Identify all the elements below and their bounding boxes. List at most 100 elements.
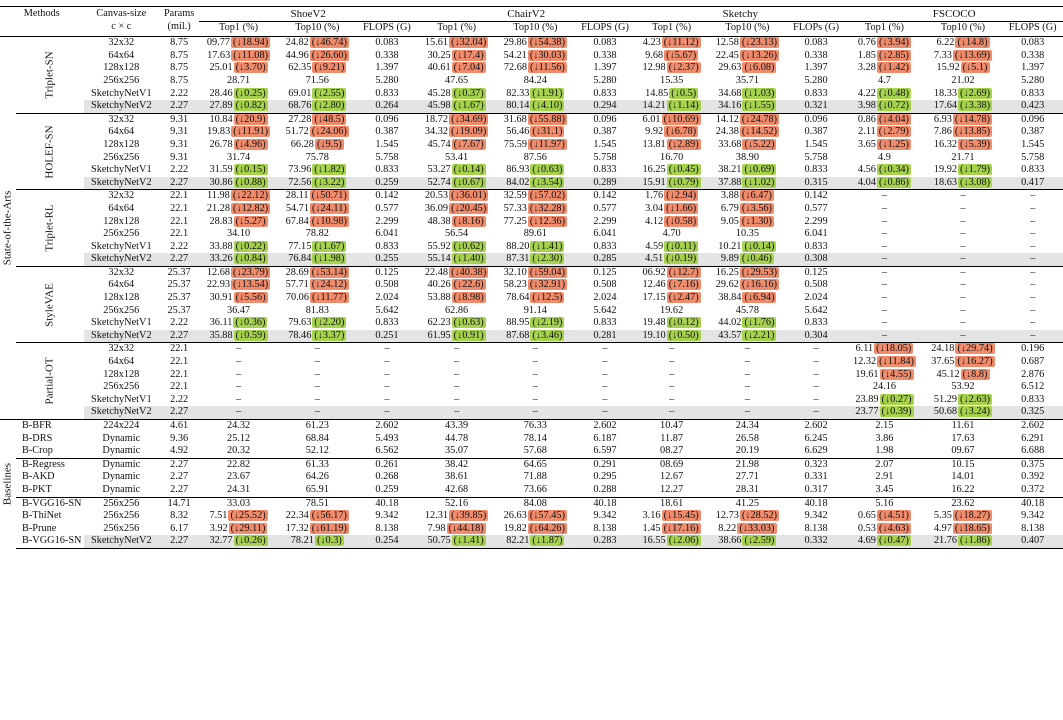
shoev2-flops-header: FLOPS (G) <box>356 21 418 38</box>
metric-value: 22.93 <box>206 279 231 291</box>
metric-value: 0.096 <box>1021 113 1045 125</box>
metric-cell: 56.54 <box>417 228 496 241</box>
metric-value: 86.93 <box>506 164 530 176</box>
metric-cell: 6.01 (↓10.69) <box>635 112 709 127</box>
drop-badge-red: (↓3.94) <box>876 37 911 49</box>
metric-value: 28.31 <box>735 483 759 495</box>
metric-value: – <box>1030 253 1036 265</box>
metric-cell: 2.602 <box>574 418 636 433</box>
metric-value: 24.38 <box>715 126 739 138</box>
drop-badge-green: (↓0.63) <box>451 317 486 329</box>
params-cell: 22.1 <box>170 381 189 393</box>
params-cell: 2.22 <box>170 240 189 252</box>
metric-cell: 1.397 <box>787 62 846 75</box>
drop-badge-green: (↓1.02) <box>742 176 777 188</box>
metric-value: – <box>384 356 390 368</box>
metric-value: 0.281 <box>593 329 617 341</box>
drop-badge-green: (↓0.62) <box>451 240 486 252</box>
canvas-size-cell: 32x32 <box>83 265 160 280</box>
metric-cell: 0.325 <box>1002 406 1063 420</box>
metric-cell: 5.758 <box>1002 152 1063 165</box>
metric-value: 53.27 <box>427 164 451 176</box>
params-cell: 8.75 <box>170 37 189 49</box>
metric-cell: 5.280 <box>1002 75 1063 88</box>
metric-cell: – <box>357 369 418 382</box>
metric-value: 09.77 <box>206 37 231 49</box>
metric-value: 9.342 <box>804 510 828 522</box>
method-name: B-ThiNet <box>22 510 62 522</box>
metric-value: 0.096 <box>593 113 617 125</box>
drop-badge-red: (↓17.4) <box>451 49 486 61</box>
params-cell: 2.27 <box>170 483 189 495</box>
table-row: B-Crop Dynamic 4.92 20.32 52.12 6.562 35.07 57.… <box>0 445 1063 458</box>
metric-value: 51.29 <box>933 393 958 405</box>
metric-value: 40.26 <box>427 279 451 291</box>
metric-value: 0.338 <box>1021 49 1045 61</box>
metric-value: 76.84 <box>288 253 312 265</box>
metric-cell: 45.28 (↓0.37) <box>417 87 496 101</box>
drop-badge-red: (↓46.74) <box>309 37 349 49</box>
drop-badge-green: (↓3.22) <box>312 176 347 188</box>
params-cell: 22.1 <box>170 368 189 380</box>
metric-value: 57.33 <box>503 202 527 214</box>
metric-value: 41.25 <box>735 497 759 509</box>
drop-badge-green: (↓0.88) <box>233 176 268 188</box>
metric-cell: – <box>417 356 496 369</box>
metric-value: – <box>881 292 888 304</box>
metric-cell: 44.78 <box>417 433 496 446</box>
metric-value: 18.63 <box>933 176 958 188</box>
metric-value: 0.76 <box>857 37 876 49</box>
metric-value: 17.63 <box>951 432 975 444</box>
metric-cell: 12.67 <box>635 471 708 484</box>
metric-value: 2.024 <box>804 292 828 304</box>
metric-value: 0.833 <box>593 164 617 176</box>
metric-value: – <box>744 381 750 393</box>
drop-badge-red: (↓23.13) <box>739 37 780 49</box>
metric-value: 0.387 <box>375 126 399 138</box>
metric-cell: 4.22 (↓0.48) <box>845 87 923 101</box>
params-cell: 22.1 <box>170 202 189 214</box>
metric-value: 9.342 <box>1021 510 1045 522</box>
metric-value: – <box>669 406 675 418</box>
canvas-size-cell: SketchyNetV2 <box>83 406 160 420</box>
metric-cell: 0.833 <box>575 164 636 177</box>
metric-cell: – <box>575 394 636 407</box>
metric-value: 33.03 <box>226 497 251 509</box>
canvas-size-cell: Dynamic <box>102 432 141 444</box>
drop-badge-red: (↓8.98) <box>451 292 486 304</box>
metric-cell: 0.268 <box>357 471 418 484</box>
metric-cell: 40.61 (↓7.04) <box>417 62 496 75</box>
metric-value: 4.9 <box>878 151 891 163</box>
sketchy-top1-header: Top1 (%) <box>635 21 709 38</box>
metric-value: 9.89 <box>720 253 739 265</box>
metric-cell: – <box>575 356 636 369</box>
drop-badge-red: (↓36.01) <box>449 190 489 202</box>
metric-cell: 2.024 <box>787 292 846 305</box>
metric-cell: 89.61 <box>496 228 575 241</box>
metric-cell: 5.758 <box>575 152 636 165</box>
metric-value: 16.32 <box>933 138 958 150</box>
drop-badge-red: (↓11.91) <box>231 126 271 138</box>
metric-cell: 0.083 <box>787 37 846 50</box>
table-row: 256x256 9.31 31.74 75.78 5.758 53.41 87.56 5.75… <box>0 152 1063 165</box>
metric-cell: 0.508 <box>787 279 846 292</box>
metric-value: 43.57 <box>718 329 742 341</box>
metric-value: 0.833 <box>375 87 399 99</box>
metric-value: 30.25 <box>427 49 451 61</box>
metric-value: 0.338 <box>593 49 617 61</box>
metric-value: 8.138 <box>375 522 399 534</box>
params-cell: 22.1 <box>159 342 200 357</box>
metric-value: 70.06 <box>285 292 309 304</box>
metric-cell: 2.299 <box>787 216 846 229</box>
drop-badge-green: (↓0.84) <box>233 253 268 265</box>
metric-cell: 0.264 <box>356 100 418 114</box>
drop-badge-green: (↓1.41) <box>451 535 486 547</box>
metric-value: 72.68 <box>503 62 528 74</box>
metric-cell: 0.338 <box>1002 50 1063 63</box>
metric-cell: 16.22 <box>924 484 1003 497</box>
metric-value: 64.26 <box>305 471 329 483</box>
metric-cell: 53.27 (↓0.14) <box>417 164 496 177</box>
drop-badge-green: (↓0.48) <box>876 87 911 99</box>
metric-value: 36.09 <box>424 202 449 214</box>
